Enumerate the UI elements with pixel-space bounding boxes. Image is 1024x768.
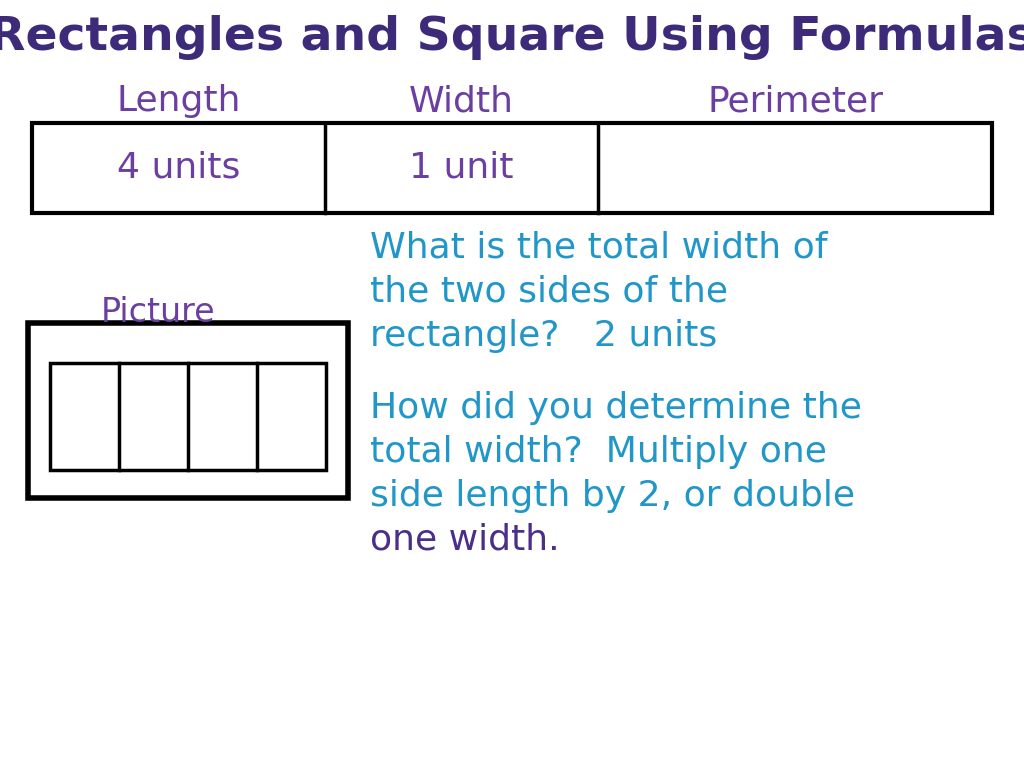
- Text: the two sides of the: the two sides of the: [370, 275, 728, 309]
- Text: side length by 2, or double: side length by 2, or double: [370, 479, 855, 513]
- Text: one width.: one width.: [370, 523, 560, 557]
- Bar: [28, 323, 348, 498]
- Text: 1 unit: 1 unit: [410, 151, 514, 185]
- Text: What is the total width of: What is the total width of: [370, 231, 827, 265]
- Text: rectangle?   2 units: rectangle? 2 units: [370, 319, 717, 353]
- Text: How did you determine the: How did you determine the: [370, 391, 862, 425]
- Text: Picture: Picture: [100, 296, 215, 329]
- Text: Perimeter: Perimeter: [708, 84, 883, 118]
- Text: Width: Width: [410, 84, 514, 118]
- Bar: [50, 363, 326, 470]
- Bar: [32, 123, 992, 213]
- Text: Length: Length: [116, 84, 241, 118]
- Text: 4 units: 4 units: [117, 151, 240, 185]
- Text: Rectangles and Square Using Formulas: Rectangles and Square Using Formulas: [0, 15, 1024, 61]
- Text: total width?  Multiply one: total width? Multiply one: [370, 435, 826, 469]
